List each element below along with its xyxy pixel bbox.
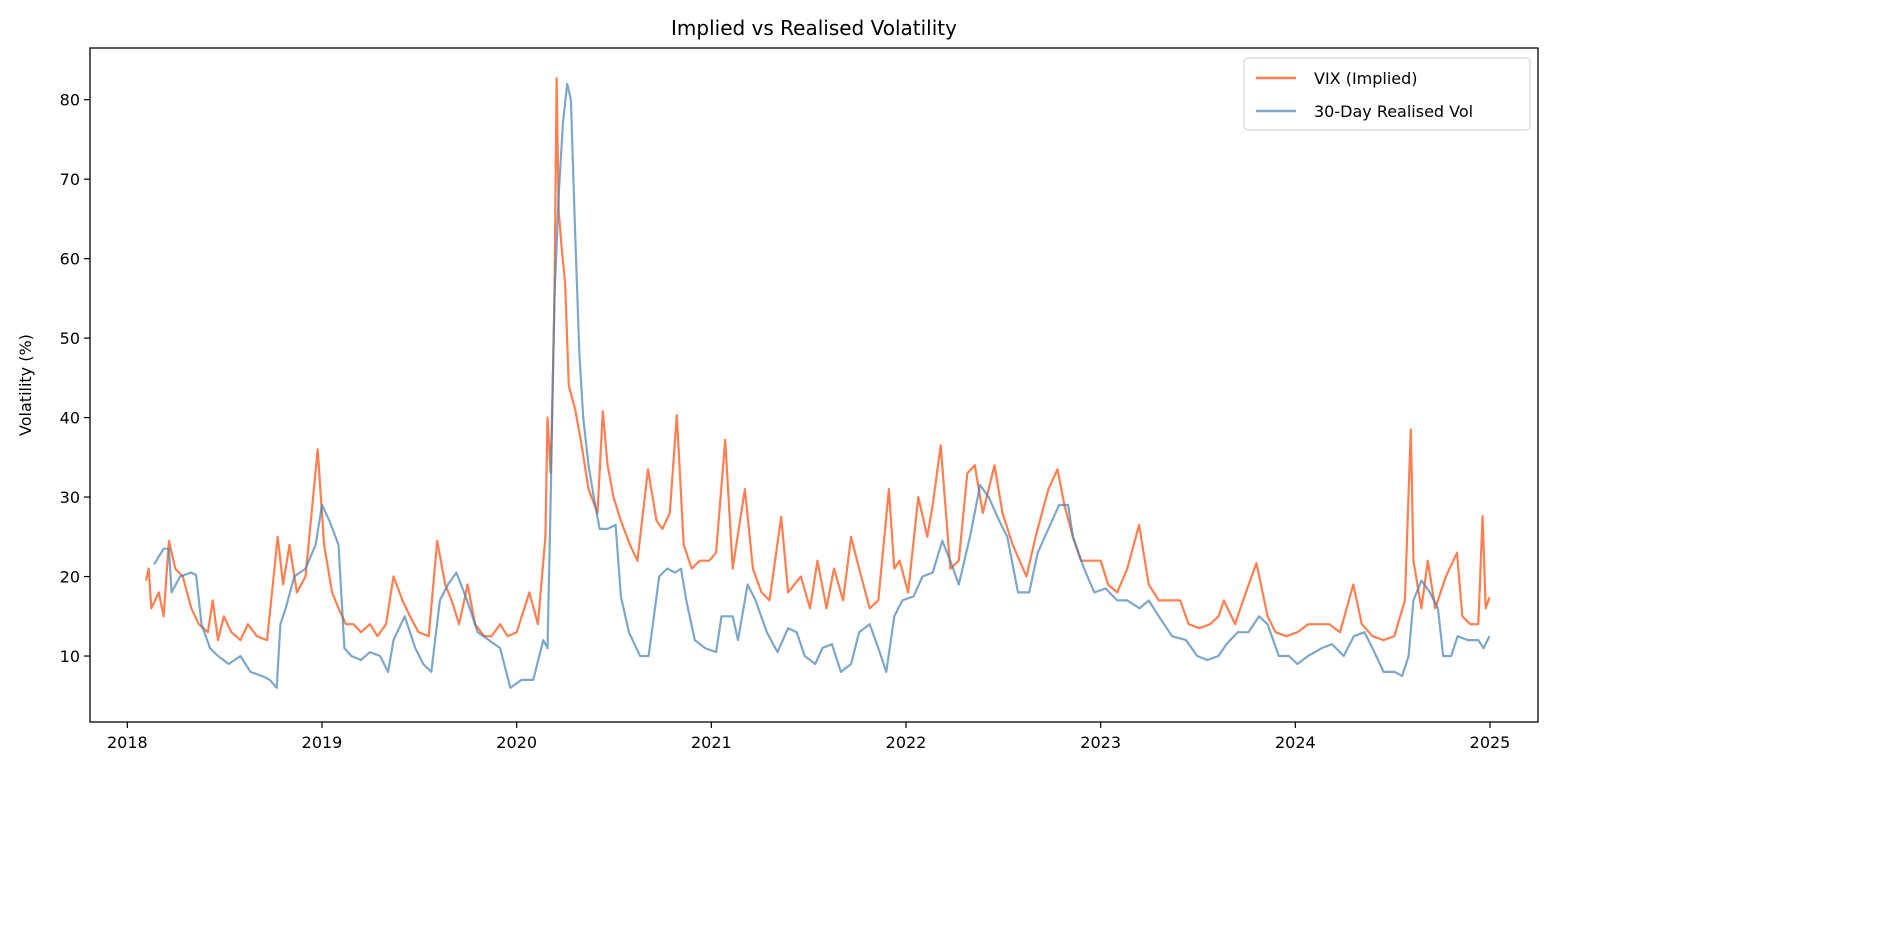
y-axis: 10 20 30 40 50 60 70 80 xyxy=(60,91,90,666)
x-tick-label: 2021 xyxy=(691,733,732,752)
y-tick-label: 10 xyxy=(60,647,80,666)
y-tick-label: 50 xyxy=(60,329,80,348)
legend: VIX (Implied) 30-Day Realised Vol xyxy=(1243,57,1531,131)
chart-title: Implied vs Realised Volatility xyxy=(671,16,957,40)
y-tick-label: 40 xyxy=(60,409,80,428)
x-tick-label: 2020 xyxy=(496,733,537,752)
x-axis: 2018 2019 2020 2021 2022 2023 2024 2025 xyxy=(107,722,1510,752)
x-tick-label: 2018 xyxy=(107,733,148,752)
x-tick-label: 2022 xyxy=(886,733,927,752)
series-layer xyxy=(144,77,1491,689)
x-tick-label: 2024 xyxy=(1275,733,1316,752)
x-tick-label: 2023 xyxy=(1080,733,1121,752)
legend-frame xyxy=(1243,57,1531,131)
y-tick-label: 80 xyxy=(60,91,80,110)
y-axis-label: Volatility (%) xyxy=(16,334,35,436)
y-tick-label: 30 xyxy=(60,488,80,507)
y-tick-label: 20 xyxy=(60,568,80,587)
plot-frame xyxy=(89,47,1539,723)
y-tick-label: 70 xyxy=(60,170,80,189)
series-line-0 xyxy=(144,77,1491,642)
legend-label-vix: VIX (Implied) xyxy=(1314,69,1418,88)
y-tick-label: 60 xyxy=(60,250,80,269)
series-line-1 xyxy=(153,82,1491,689)
legend-label-realised: 30-Day Realised Vol xyxy=(1314,102,1473,121)
x-tick-label: 2025 xyxy=(1470,733,1511,752)
x-tick-label: 2019 xyxy=(302,733,343,752)
